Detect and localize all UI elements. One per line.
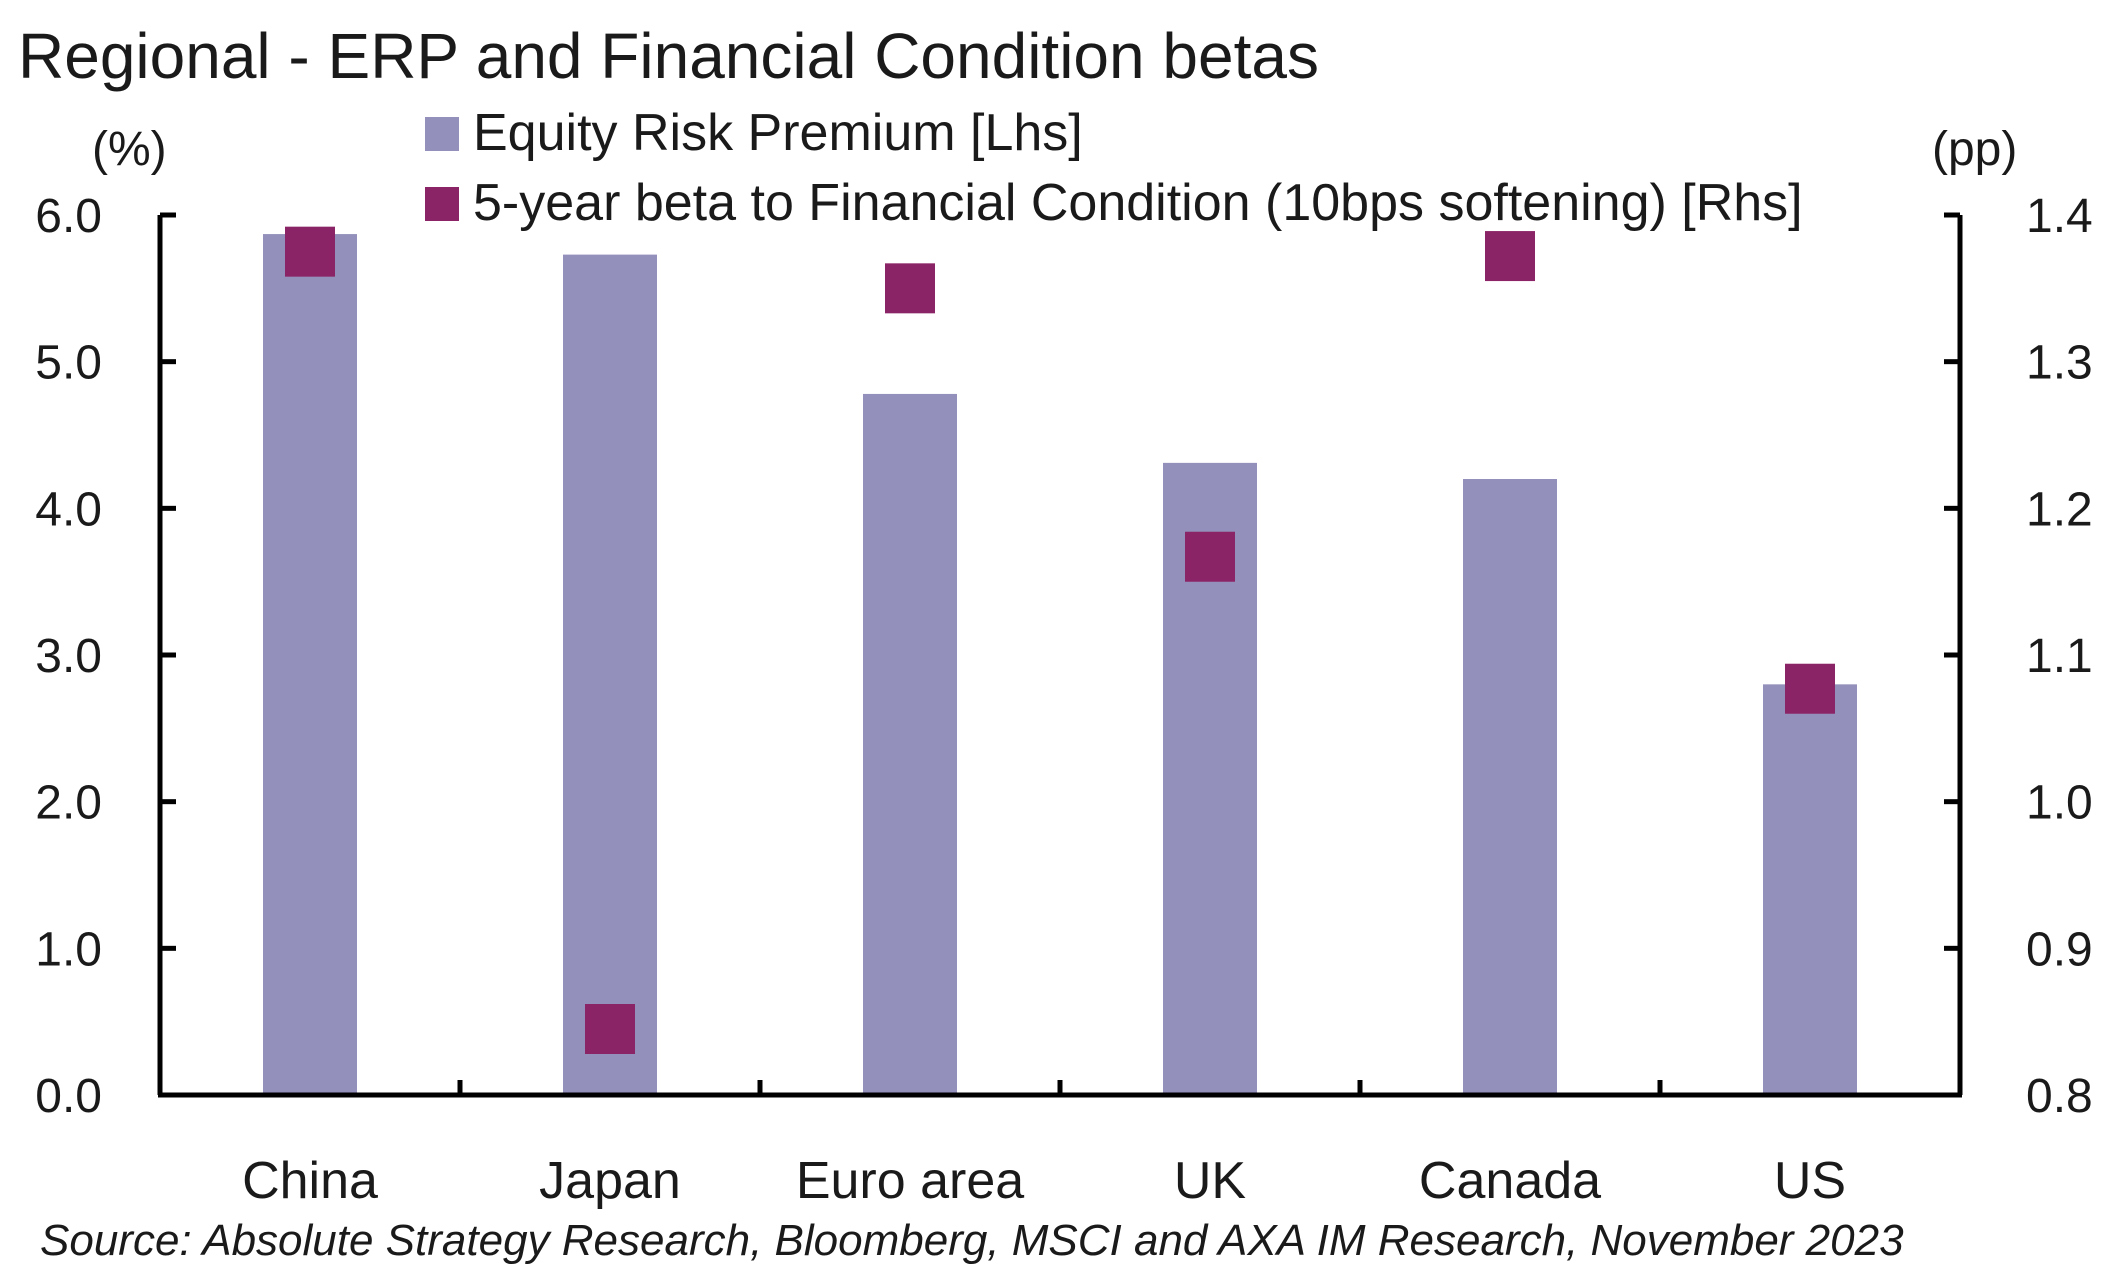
bar-china [263,234,357,1096]
left-tick-label: 2.0 [35,777,102,830]
right-tick-label: 0.8 [2026,1070,2093,1123]
bar-canada [1463,479,1557,1095]
bar-us [1763,684,1857,1095]
bar-euro-area [863,393,957,1095]
legend-swatch-erp [425,117,459,151]
legend: Equity Risk Premium [Lhs] 5-year beta to… [425,104,1803,232]
ticks-layer: China Japan Euro area UK Canada US 0.0 1.0 2.0 3.… [35,190,2092,1210]
category-label: Euro area [796,1152,1024,1210]
axes [157,215,1963,1098]
left-tick-label: 0.0 [35,1070,102,1123]
chart-title: Regional - ERP and Financial Condition b… [18,20,1319,92]
right-tick-label: 1.1 [2026,630,2093,683]
source-note: Source: Absolute Strategy Research, Bloo… [40,1216,1904,1265]
category-label: Japan [539,1152,681,1210]
category-label: UK [1174,1152,1247,1210]
marker-japan [585,1004,635,1054]
legend-label-erp: Equity Risk Premium [Lhs] [473,104,1083,162]
left-tick-label: 3.0 [35,630,102,683]
left-tick-label: 4.0 [35,483,102,536]
marker-china [285,226,335,277]
left-tick-label: 6.0 [35,190,102,243]
right-tick-label: 1.3 [2026,337,2093,390]
category-label: China [242,1152,378,1210]
legend-swatch-beta [425,187,459,221]
left-axis-unit: (%) [92,123,167,176]
category-label: Canada [1419,1152,1601,1210]
right-tick-label: 1.2 [2026,483,2093,536]
right-axis-unit: (pp) [1932,123,2017,176]
bars-layer [263,234,1857,1096]
bar-japan [563,254,657,1096]
marker-us [1785,663,1835,714]
markers-layer [285,226,1835,1054]
marker-uk [1185,531,1235,582]
category-label: US [1774,1152,1846,1210]
left-tick-label: 5.0 [35,337,102,390]
right-tick-label: 1.4 [2026,190,2093,243]
left-tick-label: 1.0 [35,923,102,976]
right-tick-label: 1.0 [2026,777,2093,830]
marker-canada [1485,231,1535,282]
marker-euro-area [885,263,935,314]
right-tick-label: 0.9 [2026,923,2093,976]
legend-label-beta: 5-year beta to Financial Condition (10bp… [473,174,1803,232]
